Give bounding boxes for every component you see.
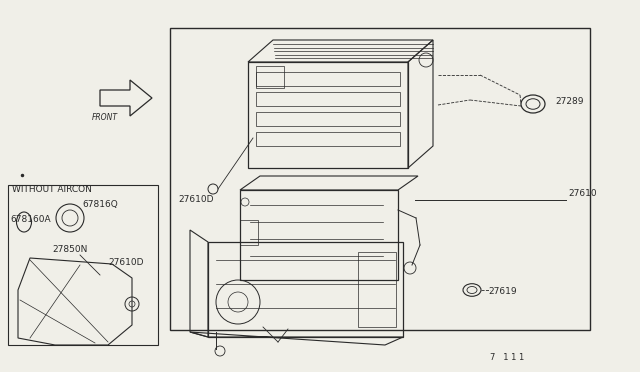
Text: 67816Q: 67816Q xyxy=(82,200,118,209)
Text: FRONT: FRONT xyxy=(92,113,118,122)
Bar xyxy=(208,242,403,337)
Text: 678160A: 678160A xyxy=(10,215,51,224)
Bar xyxy=(240,220,258,245)
Bar xyxy=(256,92,400,106)
Bar xyxy=(240,190,398,280)
Bar xyxy=(256,72,400,86)
Bar xyxy=(358,252,396,327)
Bar xyxy=(256,132,400,146)
Text: 27610: 27610 xyxy=(568,189,596,198)
Bar xyxy=(256,66,284,88)
Text: 7   1 1 1: 7 1 1 1 xyxy=(490,353,524,362)
Text: WITHOUT AIRCON: WITHOUT AIRCON xyxy=(12,185,92,194)
Text: 27610D: 27610D xyxy=(108,258,143,267)
Bar xyxy=(170,28,590,330)
Bar xyxy=(248,62,408,168)
Text: 27619: 27619 xyxy=(488,287,516,296)
Text: 27610D: 27610D xyxy=(178,195,214,204)
Bar xyxy=(8,185,158,345)
Text: 27850N: 27850N xyxy=(52,245,88,254)
Bar xyxy=(256,112,400,126)
Text: 27289: 27289 xyxy=(555,97,584,106)
